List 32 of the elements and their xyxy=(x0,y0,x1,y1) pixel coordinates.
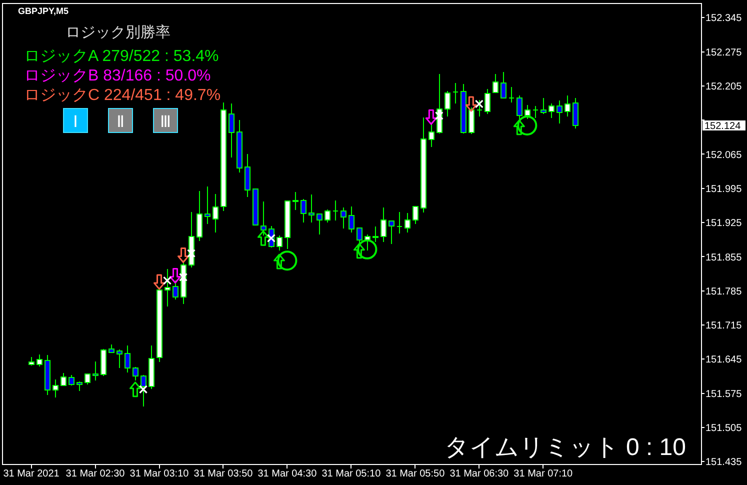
x-tick-label: 31 Mar 2021 xyxy=(3,468,60,480)
y-tick-label: 151.645 xyxy=(706,354,742,366)
annotation: Ⅲ xyxy=(160,114,172,131)
time-limit: タイムリミット 0 : 10 xyxy=(444,434,686,461)
x-tick-label: 31 Mar 05:50 xyxy=(386,468,445,480)
x-tick-label: 31 Mar 03:10 xyxy=(130,468,189,480)
y-tick-label: 151.855 xyxy=(706,252,742,264)
x-tick-label: 31 Mar 04:30 xyxy=(258,468,317,480)
names-title: ロジック別勝率 xyxy=(66,24,170,41)
annotation: Ⅱ xyxy=(116,114,124,131)
x-tick-label: 31 Mar 02:30 xyxy=(66,468,125,480)
y-tick-label: 151.715 xyxy=(706,320,742,332)
x-tick-label: 31 Mar 03:50 xyxy=(194,468,253,480)
y-tick-label: 152.275 xyxy=(706,47,742,58)
series-name: ロジックB 83/166 : 50.0% xyxy=(24,68,211,84)
x-tick-label: 31 Mar 05:10 xyxy=(322,468,381,480)
y-tick-label: 152.205 xyxy=(706,82,742,93)
y-tick-label: 151.995 xyxy=(706,184,742,195)
y-tick-label: 151.785 xyxy=(706,286,742,298)
series-name: ロジックA 279/522 : 53.4% xyxy=(24,48,219,65)
x-tick-label: 31 Mar 07:10 xyxy=(514,468,573,480)
y-tick-label: 151.925 xyxy=(706,218,742,230)
title: GBPJPY,M5 xyxy=(18,6,69,16)
y-tick-label: 152.345 xyxy=(706,13,742,24)
series-name: ロジックC 224/451 : 49.7% xyxy=(24,87,221,104)
x-tick-label: 31 Mar 06:30 xyxy=(450,468,509,480)
y-tick-label: 151.435 xyxy=(706,457,742,468)
y-tick-label: 152.065 xyxy=(706,150,742,161)
annotation: Ⅰ xyxy=(73,114,78,131)
y-tick-label: 151.575 xyxy=(706,388,742,400)
price-label: 152.124 xyxy=(702,120,746,132)
y-tick-label: 151.505 xyxy=(706,423,742,434)
